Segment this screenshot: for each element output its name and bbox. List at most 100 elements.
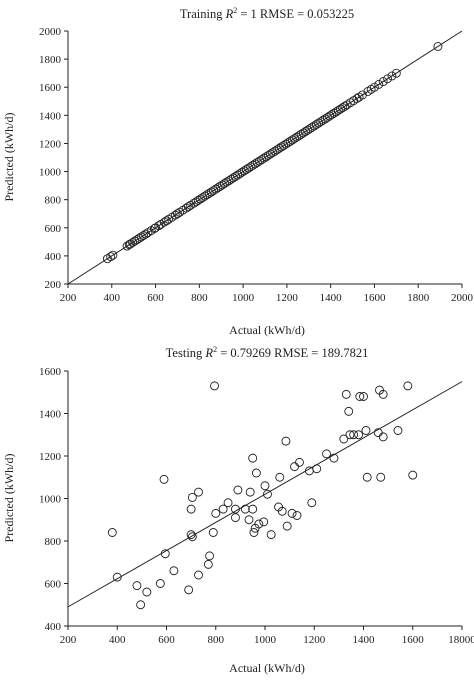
training-y-tick-label: 400	[45, 251, 62, 263]
testing-data-point	[240, 504, 250, 514]
training-data-point	[134, 233, 144, 243]
testing-data-point	[186, 530, 196, 540]
testing-y-tick-label: 1400	[39, 409, 62, 421]
training-data-point	[248, 160, 258, 170]
testing-data-point	[354, 430, 364, 440]
training-data-point	[327, 110, 337, 120]
training-data-point	[241, 164, 251, 174]
training-data-point	[274, 143, 284, 153]
training-data-point	[217, 180, 227, 190]
training-chart-title: Training R2 = 1 RMSE = 0.053225	[180, 6, 354, 21]
training-data-point	[204, 188, 214, 198]
testing-data-point	[132, 581, 142, 591]
testing-data-point	[187, 492, 197, 502]
training-x-tick-label: 1000	[232, 292, 255, 304]
testing-data-point	[329, 453, 339, 463]
testing-data-point	[112, 572, 122, 582]
testing-x-tick-label: 1200	[303, 634, 326, 646]
testing-data-point	[393, 426, 403, 435]
training-data-point	[235, 169, 245, 179]
training-data-point	[338, 103, 348, 113]
training-data-point	[433, 42, 443, 51]
testing-y-tick-label: 800	[45, 536, 62, 548]
training-data-point	[333, 105, 343, 115]
training-y-tick-label: 200	[45, 279, 62, 291]
testing-data-point	[339, 434, 349, 444]
training-y-tick-label: 1600	[39, 82, 62, 94]
testing-data-point	[230, 504, 240, 514]
testing-data-point	[307, 498, 317, 508]
testing-data-point	[184, 585, 194, 595]
testing-data-point	[287, 508, 297, 518]
testing-data-point	[259, 517, 269, 527]
testing-data-point	[408, 470, 418, 480]
training-x-tick-label: 1400	[320, 292, 343, 304]
training-data-point	[206, 187, 216, 197]
testing-data-point	[136, 600, 146, 610]
training-data-point	[209, 186, 219, 195]
training-data-point	[279, 141, 289, 151]
training-data-point	[230, 172, 240, 181]
testing-data-point	[194, 570, 203, 580]
training-data-point	[270, 146, 280, 156]
testing-x-tick-label: 1000	[254, 634, 277, 646]
training-x-tick-label: 1200	[276, 292, 299, 304]
training-data-point	[246, 162, 256, 172]
training-x-tick-label: 200	[60, 292, 77, 304]
testing-data-point	[254, 519, 264, 529]
training-y-tick-label: 1400	[39, 110, 62, 122]
testing-data-point	[295, 457, 304, 467]
training-data-point	[191, 197, 201, 207]
testing-data-point	[142, 587, 152, 597]
training-x-axis-label: Actual (kWh/d)	[229, 323, 305, 337]
training-data-point	[200, 191, 210, 201]
testing-x-tick-label: 800	[208, 634, 225, 646]
testing-data-point	[218, 504, 228, 514]
training-data-point	[287, 135, 297, 145]
testing-y-tick-label: 1600	[39, 366, 62, 378]
training-data-point	[252, 157, 262, 167]
testing-data-point	[322, 449, 332, 459]
testing-y-axis-label: Predicted (kWh/d)	[2, 454, 16, 543]
training-data-point	[316, 117, 326, 127]
testing-x-tick-label: 1400	[353, 634, 376, 646]
training-x-tick-label: 400	[104, 292, 121, 304]
testing-data-point	[203, 559, 213, 569]
testing-data-point	[186, 504, 196, 514]
training-data-point	[233, 170, 243, 180]
testing-data-point	[244, 515, 254, 525]
testing-data-point	[378, 389, 388, 399]
training-data-point	[298, 128, 308, 138]
training-data-point	[244, 163, 254, 173]
training-data-point	[250, 159, 260, 169]
training-data-point	[259, 153, 269, 163]
testing-data-point	[263, 489, 272, 499]
testing-x-tick-label: 600	[158, 634, 175, 646]
training-data-point	[276, 142, 286, 152]
training-data-point	[283, 138, 293, 148]
testing-chart: Testing R2 = 0.79269 RMSE = 189.7821 Pre…	[2, 345, 474, 675]
training-data-point	[224, 176, 234, 186]
training-data-point	[374, 79, 384, 89]
training-y-tick-label: 1800	[39, 54, 62, 66]
testing-data-point	[345, 430, 355, 440]
testing-data-point	[376, 472, 386, 482]
testing-x-tick-label: 1600	[402, 634, 425, 646]
training-data-point	[150, 224, 159, 233]
testing-data-point	[169, 566, 179, 576]
training-data-point	[261, 152, 271, 162]
testing-data-point	[277, 506, 287, 516]
training-data-point	[369, 82, 379, 92]
training-data-point	[322, 112, 332, 122]
testing-chart-title: Testing R2 = 0.79269 RMSE = 189.7821	[166, 345, 369, 360]
testing-data-point	[344, 406, 354, 416]
training-data-point	[257, 155, 267, 165]
training-x-tick-label: 1600	[363, 292, 386, 304]
training-data-point	[189, 198, 199, 208]
training-data-point	[132, 235, 142, 245]
testing-x-tick-label: 400	[109, 634, 126, 646]
testing-data-point	[233, 485, 243, 495]
training-data-point	[281, 139, 291, 149]
testing-x-tick-label: 18000	[448, 634, 474, 646]
